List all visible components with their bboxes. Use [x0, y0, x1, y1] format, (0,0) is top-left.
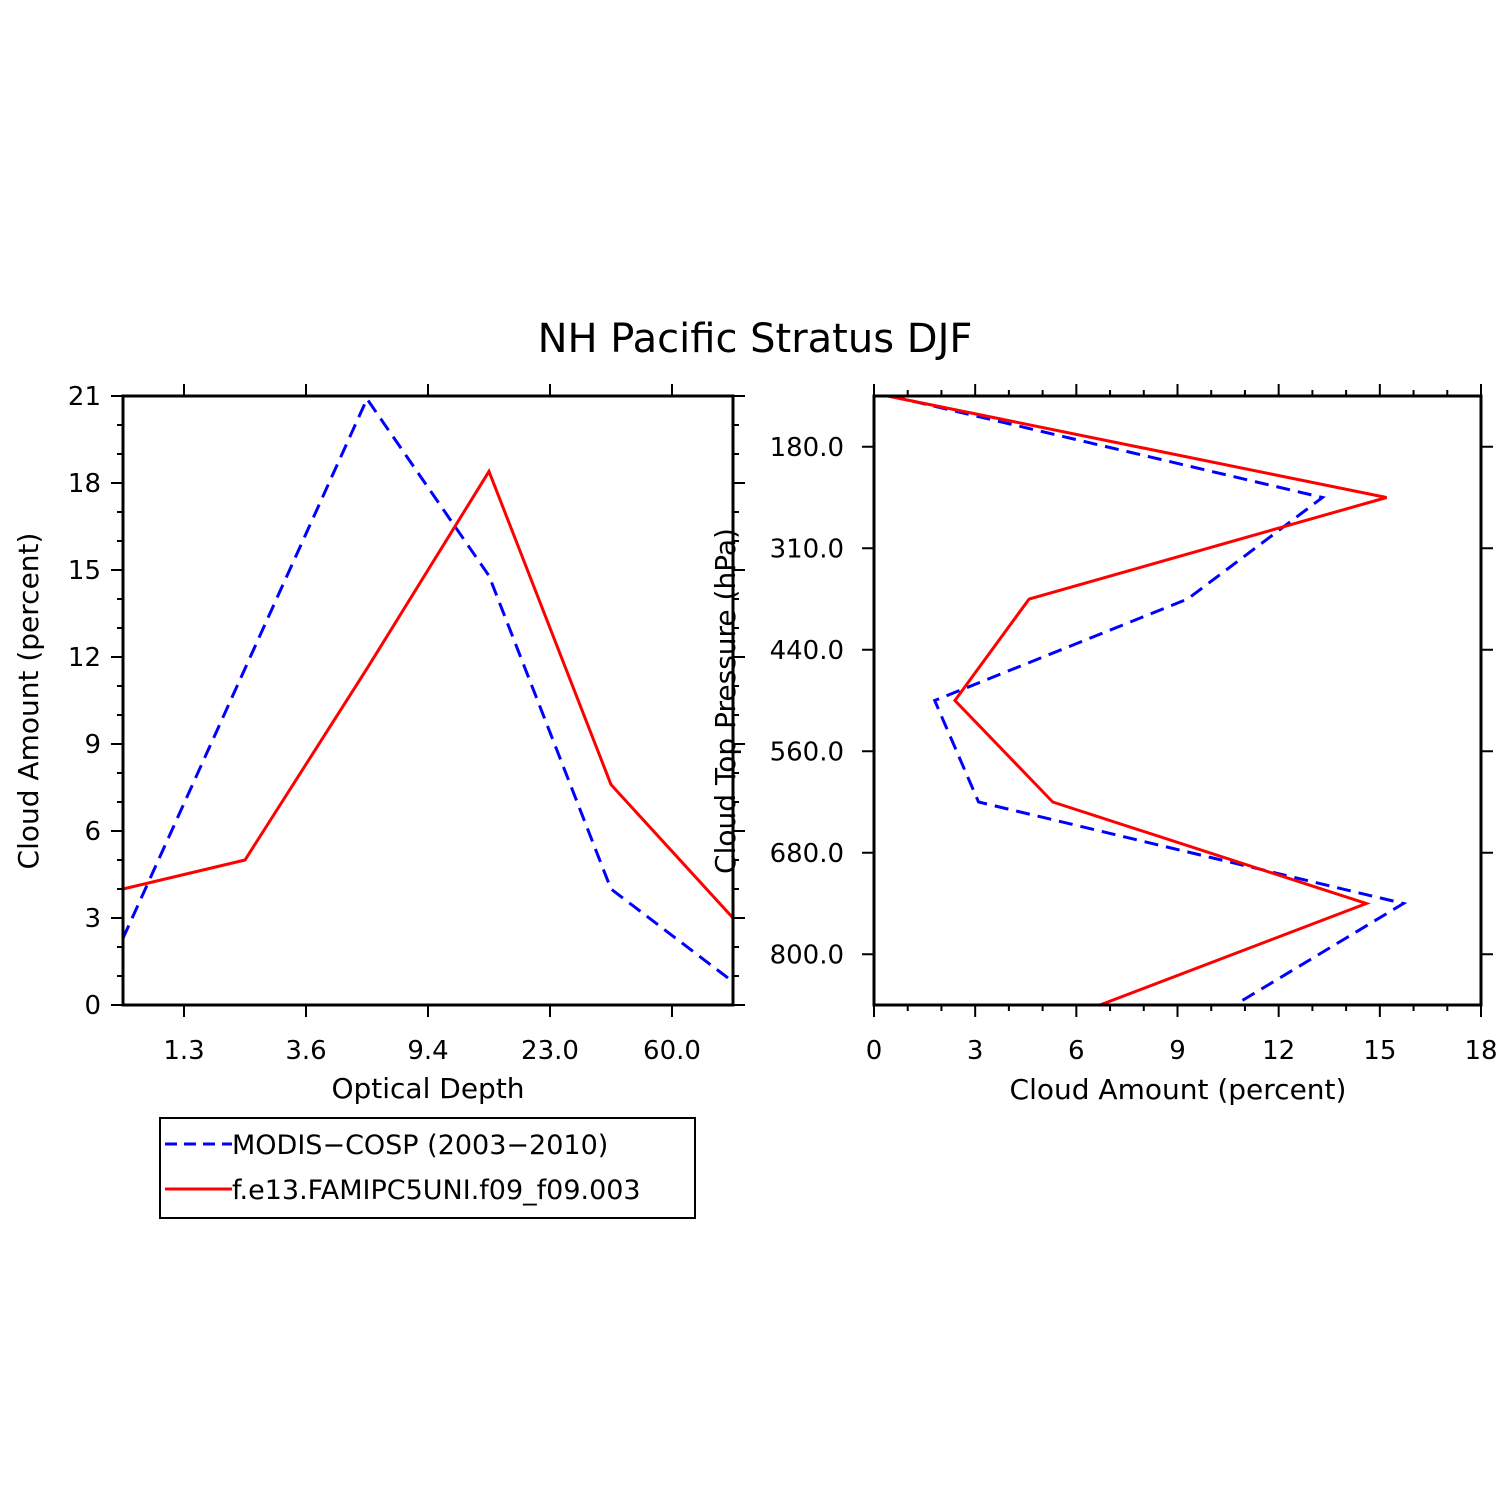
- left-plot-frame: [121, 394, 735, 1007]
- left-x-axis-title: Optical Depth: [331, 1072, 524, 1105]
- right-x-tick-label: 18: [1464, 1036, 1497, 1066]
- left-ticks: [111, 384, 745, 1017]
- chart-title: NH Pacific Stratus DJF: [538, 316, 973, 362]
- right-x-axis-title: Cloud Amount (percent): [1010, 1073, 1347, 1106]
- left-x-tick-label: 23.0: [521, 1036, 579, 1066]
- right-tick-labels: 0 3 6 9 12 15 18 180.0 310.0 440.0 560.0 680.0 800.0: [770, 433, 1498, 1066]
- right-panel: 0 3 6 9 12 15 18 180.0 310.0 440.0 560.0 680.0 800.0…: [709, 384, 1498, 1106]
- legend-box: [159, 1117, 696, 1219]
- right-x-tick-label: 9: [1169, 1036, 1186, 1066]
- right-y-axis-title: Cloud Top Pressure (hPa): [709, 528, 742, 874]
- left-series-modis-line: [121, 395, 734, 983]
- left-y-tick-label: 12: [68, 643, 101, 673]
- right-x-tick-label: 12: [1262, 1036, 1295, 1066]
- left-y-axis-title: Cloud Amount (percent): [12, 533, 45, 870]
- left-y-tick-label: 15: [68, 556, 101, 586]
- right-plot-frame: [872, 394, 1483, 1007]
- left-y-tick-label: 0: [84, 991, 101, 1021]
- left-x-tick-label: 1.3: [163, 1036, 204, 1066]
- right-x-tick-label: 6: [1068, 1036, 1085, 1066]
- right-y-tick-label: 560.0: [770, 737, 844, 767]
- right-x-tick-label: 0: [866, 1036, 883, 1066]
- right-y-tick-label: 680.0: [770, 839, 844, 869]
- right-series-lines: [887, 394, 1408, 1007]
- left-y-tick-label: 3: [84, 904, 101, 934]
- right-y-tick-label: 800.0: [770, 940, 844, 970]
- left-series-lines: [121, 395, 735, 983]
- left-y-tick-label: 18: [68, 469, 101, 499]
- legend: MODIS−COSP (2003−2010) f.e13.FAMIPC5UNI.…: [159, 1117, 696, 1219]
- left-tick-labels: 0 3 6 9 12 15 18 21 1.3 3.6 9.4 23.0 60.0: [68, 382, 701, 1066]
- right-x-tick-label: 3: [967, 1036, 984, 1066]
- right-y-tick-label: 310.0: [770, 534, 844, 564]
- legend-label-model: f.e13.FAMIPC5UNI.f09_f09.003: [232, 1175, 641, 1206]
- right-series-modis-line: [890, 394, 1408, 1007]
- left-x-tick-label: 60.0: [643, 1036, 701, 1066]
- left-y-tick-label: 21: [68, 382, 101, 412]
- left-series-model-line: [122, 468, 735, 920]
- right-y-tick-label: 180.0: [770, 433, 844, 463]
- legend-label-modis: MODIS−COSP (2003−2010): [232, 1130, 608, 1161]
- right-x-tick-label: 15: [1363, 1036, 1396, 1066]
- left-x-tick-label: 3.6: [285, 1036, 326, 1066]
- left-y-tick-label: 6: [84, 817, 101, 847]
- left-y-tick-label: 9: [84, 730, 101, 760]
- left-panel: 0 3 6 9 12 15 18 21 1.3 3.6 9.4 23.0 60.0 Optical De…: [12, 382, 745, 1105]
- right-y-tick-label: 440.0: [770, 636, 844, 666]
- left-x-tick-label: 9.4: [407, 1036, 448, 1066]
- right-series-model-line: [887, 394, 1387, 1007]
